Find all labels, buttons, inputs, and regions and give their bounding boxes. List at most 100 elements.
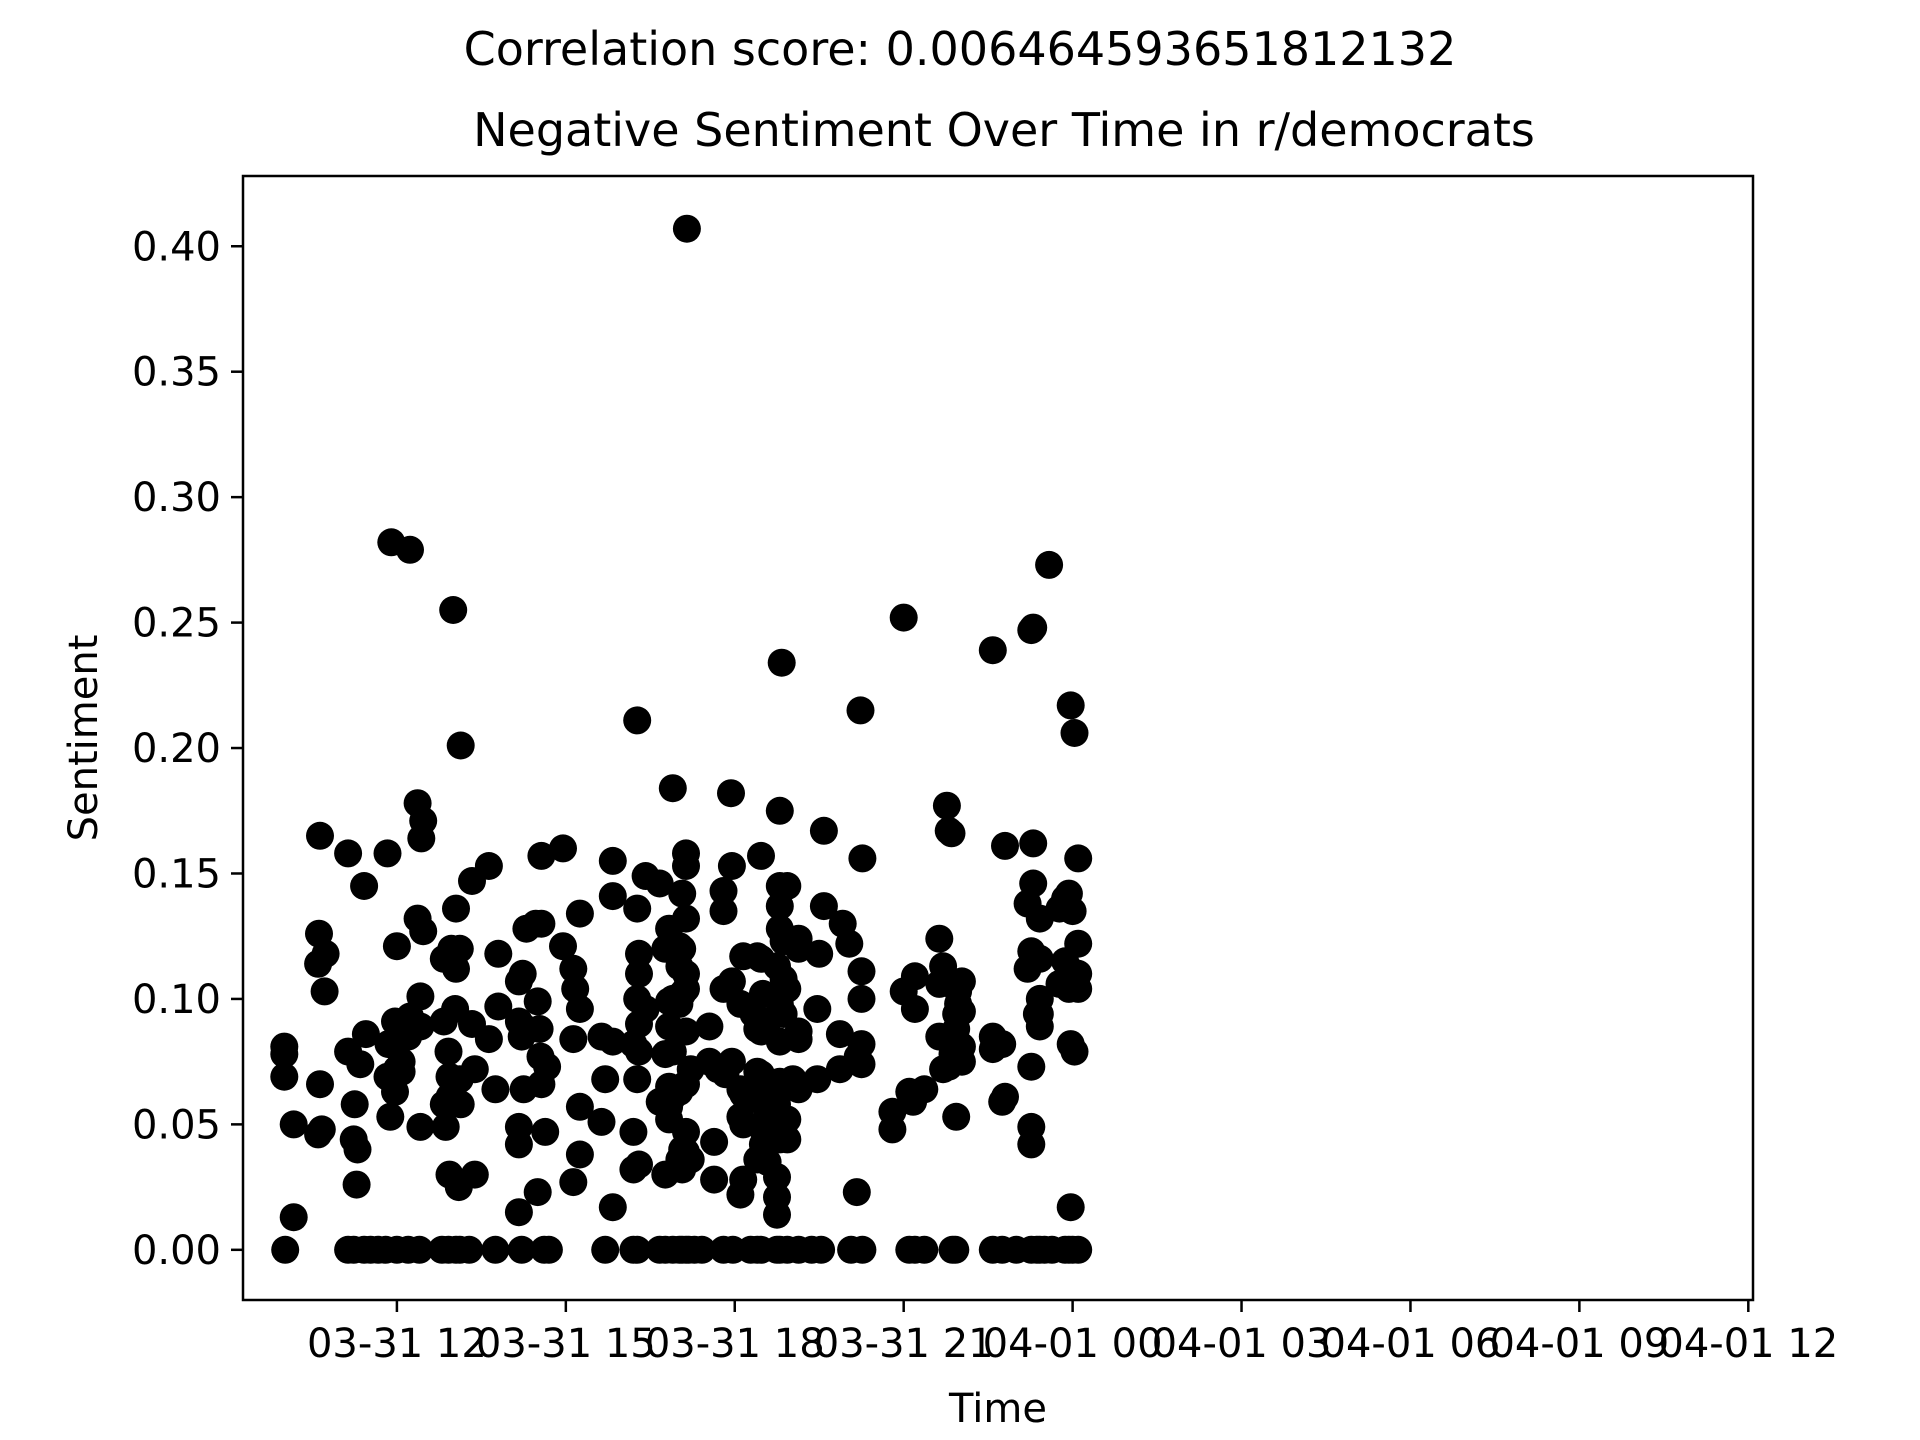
data-point (527, 909, 556, 938)
data-point (409, 917, 438, 946)
chart-title: Negative Sentiment Over Time in r/democr… (473, 103, 1535, 157)
data-point (481, 1075, 510, 1104)
x-tick-label: 03-31 15 (476, 1321, 656, 1367)
data-point (700, 1127, 729, 1156)
data-point (474, 852, 503, 880)
data-point (279, 1110, 308, 1139)
data-point (672, 1117, 700, 1146)
data-point (559, 1025, 588, 1054)
data-point (807, 1235, 836, 1264)
data-point (623, 1065, 652, 1094)
data-point (306, 821, 334, 850)
data-point (889, 603, 918, 632)
data-point (900, 995, 929, 1023)
data-point (1019, 613, 1048, 642)
data-point (279, 1203, 308, 1232)
data-point (304, 1120, 333, 1149)
data-point (717, 852, 746, 880)
data-point (270, 1062, 299, 1091)
data-point (623, 1235, 652, 1264)
data-point (343, 1135, 372, 1164)
data-point (947, 967, 976, 996)
x-tick-label: 04-01 06 (1321, 1321, 1501, 1367)
y-tick-label: 0.35 (132, 350, 221, 396)
data-point (625, 1150, 653, 1179)
y-tick-label: 0.20 (132, 726, 221, 772)
data-point (598, 846, 627, 875)
data-point (396, 535, 424, 564)
data-point (534, 1235, 563, 1264)
data-point (672, 904, 700, 933)
data-point (625, 939, 653, 968)
data-point (991, 1082, 1019, 1111)
data-point (598, 882, 627, 911)
data-point (672, 214, 701, 243)
data-point (1019, 829, 1048, 858)
data-point (598, 1027, 627, 1056)
data-point (784, 1025, 813, 1054)
x-tick-label: 03-31 12 (307, 1321, 487, 1367)
data-point (405, 1235, 434, 1264)
data-point (803, 995, 832, 1023)
data-point (565, 899, 594, 928)
data-point (445, 934, 474, 963)
data-point (773, 1125, 802, 1154)
data-point (306, 1070, 334, 1099)
data-point (717, 967, 746, 996)
data-point (625, 1037, 653, 1066)
chart-suptitle: Correlation score: 0.006464593651812132 (464, 22, 1457, 76)
data-point (304, 949, 333, 978)
data-point (439, 596, 468, 624)
data-point (709, 877, 738, 905)
data-point (549, 932, 577, 961)
data-point (549, 834, 577, 863)
data-point (623, 706, 652, 735)
data-point (1064, 1235, 1093, 1264)
data-point (559, 954, 588, 983)
data-point (504, 1130, 533, 1159)
data-point (805, 939, 834, 968)
data-point (937, 819, 966, 848)
data-point (434, 1037, 463, 1066)
data-point (825, 1020, 854, 1049)
y-tick-label: 0.30 (132, 475, 221, 521)
y-tick-label: 0.10 (132, 977, 221, 1023)
y-tick-label: 0.05 (132, 1102, 221, 1148)
data-point (484, 992, 513, 1021)
data-point (484, 939, 513, 968)
data-point (709, 897, 738, 926)
data-point (406, 982, 435, 1011)
data-point (455, 1235, 484, 1264)
data-point (508, 959, 537, 988)
data-point (533, 1052, 562, 1081)
data-point (925, 924, 954, 953)
data-point (672, 1017, 700, 1046)
data-point (1056, 1193, 1085, 1222)
data-point (460, 1160, 489, 1189)
data-point (809, 816, 838, 845)
x-tick-label: 03-31 21 (814, 1321, 994, 1367)
data-point (527, 841, 556, 870)
data-point (773, 974, 802, 1003)
data-point (631, 995, 660, 1023)
data-point (623, 894, 652, 923)
data-point (598, 1193, 627, 1222)
data-point (270, 1040, 299, 1069)
data-point (406, 1012, 435, 1041)
data-point (1060, 1037, 1089, 1066)
data-point (387, 1057, 416, 1086)
data-point (346, 1050, 375, 1079)
data-point (687, 1235, 716, 1264)
data-point (351, 1020, 380, 1049)
data-point (767, 648, 796, 677)
data-point (747, 841, 775, 870)
x-tick-label: 03-31 18 (645, 1321, 825, 1367)
data-point (878, 1115, 907, 1144)
data-point (695, 1012, 724, 1041)
data-point (342, 1170, 371, 1199)
data-point (481, 1235, 510, 1264)
data-point (847, 1050, 876, 1079)
data-point (658, 1037, 687, 1066)
data-point (565, 1140, 594, 1169)
data-points (270, 214, 1093, 1264)
